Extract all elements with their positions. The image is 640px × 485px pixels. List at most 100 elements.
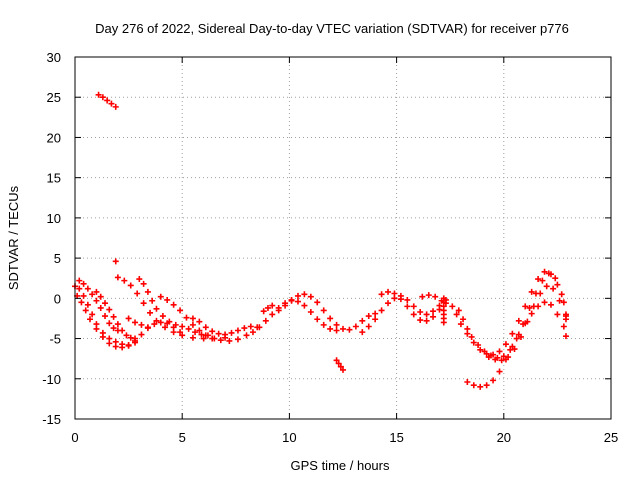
data-point: [97, 293, 104, 300]
data-point: [378, 307, 385, 314]
data-point: [104, 97, 111, 104]
data-point: [84, 285, 91, 292]
data-point: [256, 324, 263, 331]
x-tick-label: 20: [497, 430, 511, 445]
series-arc-05: [76, 277, 121, 334]
data-point: [99, 94, 106, 101]
data-point: [121, 277, 128, 284]
data-point: [200, 335, 207, 342]
data-point: [294, 292, 301, 299]
data-point: [93, 297, 100, 304]
data-point: [562, 313, 569, 320]
data-point: [114, 321, 121, 328]
data-point: [556, 297, 563, 304]
data-point: [432, 293, 439, 300]
data-point: [177, 329, 184, 336]
data-point: [89, 311, 96, 318]
data-point: [423, 311, 430, 318]
data-point: [335, 360, 342, 367]
data-point: [327, 315, 334, 322]
data-point: [269, 311, 276, 318]
data-point: [151, 321, 158, 328]
data-point: [144, 288, 151, 295]
data-point: [110, 313, 117, 320]
data-point: [554, 281, 561, 288]
data-point: [153, 305, 160, 312]
data-point: [80, 292, 87, 299]
y-tick-label: 0: [54, 291, 61, 306]
data-point: [78, 299, 85, 306]
data-point: [468, 333, 475, 340]
data-point: [228, 329, 235, 336]
data-point: [282, 302, 289, 309]
y-tick-label: 10: [47, 211, 61, 226]
data-point: [430, 308, 437, 315]
data-point: [127, 334, 134, 341]
data-point: [87, 316, 94, 323]
series-arc-14: [260, 302, 276, 315]
data-point: [234, 336, 241, 343]
data-point: [513, 335, 520, 342]
data-point: [99, 333, 106, 340]
data-point: [490, 351, 497, 358]
data-point: [505, 354, 512, 361]
y-tick-label: -15: [42, 412, 61, 427]
data-point: [84, 301, 91, 308]
data-point: [95, 91, 102, 98]
data-point: [541, 268, 548, 275]
data-point: [490, 377, 497, 384]
series-arc-10: [189, 315, 261, 338]
data-point: [385, 300, 392, 307]
data-point: [202, 332, 209, 339]
series-arc-13: [275, 291, 379, 333]
data-point: [243, 332, 250, 339]
data-point: [340, 366, 346, 373]
data-point: [492, 356, 499, 363]
data-point: [500, 353, 507, 360]
data-point: [275, 307, 282, 314]
series-arc-21: [449, 268, 569, 358]
data-point: [234, 327, 241, 334]
x-axis-label: GPS time / hours: [291, 458, 390, 473]
data-point: [269, 302, 276, 309]
data-point: [475, 341, 482, 348]
data-point: [307, 293, 314, 300]
data-point: [509, 330, 516, 337]
data-point: [522, 303, 529, 310]
data-point: [543, 283, 550, 290]
data-point: [425, 292, 432, 299]
data-point: [76, 285, 83, 292]
x-axis-ticks: 0 5 10 15 20 25: [71, 57, 618, 445]
data-point: [552, 275, 559, 282]
series-arc-19: [440, 295, 447, 326]
data-point: [346, 326, 353, 333]
data-point: [89, 291, 96, 298]
plot-points: [72, 91, 569, 390]
data-point: [455, 307, 462, 314]
data-point: [102, 313, 109, 320]
data-point: [539, 277, 546, 284]
data-point: [147, 309, 154, 316]
data-point: [372, 316, 379, 323]
data-point: [372, 310, 379, 317]
data-point: [537, 290, 544, 297]
data-point: [112, 343, 119, 350]
data-point: [320, 321, 327, 328]
data-point: [249, 329, 256, 336]
data-point: [485, 354, 492, 361]
x-tick-label: 15: [389, 430, 403, 445]
data-point: [288, 296, 295, 303]
data-point: [547, 271, 554, 278]
data-point: [196, 327, 203, 334]
data-point: [337, 363, 344, 370]
data-point: [134, 290, 141, 297]
data-point: [138, 331, 145, 338]
y-tick-label: 15: [47, 171, 61, 186]
data-point: [453, 311, 460, 318]
data-point: [528, 310, 535, 317]
data-point: [215, 330, 222, 337]
data-point: [189, 334, 196, 341]
data-point: [517, 333, 524, 340]
data-point: [417, 317, 424, 324]
data-point: [535, 276, 542, 283]
